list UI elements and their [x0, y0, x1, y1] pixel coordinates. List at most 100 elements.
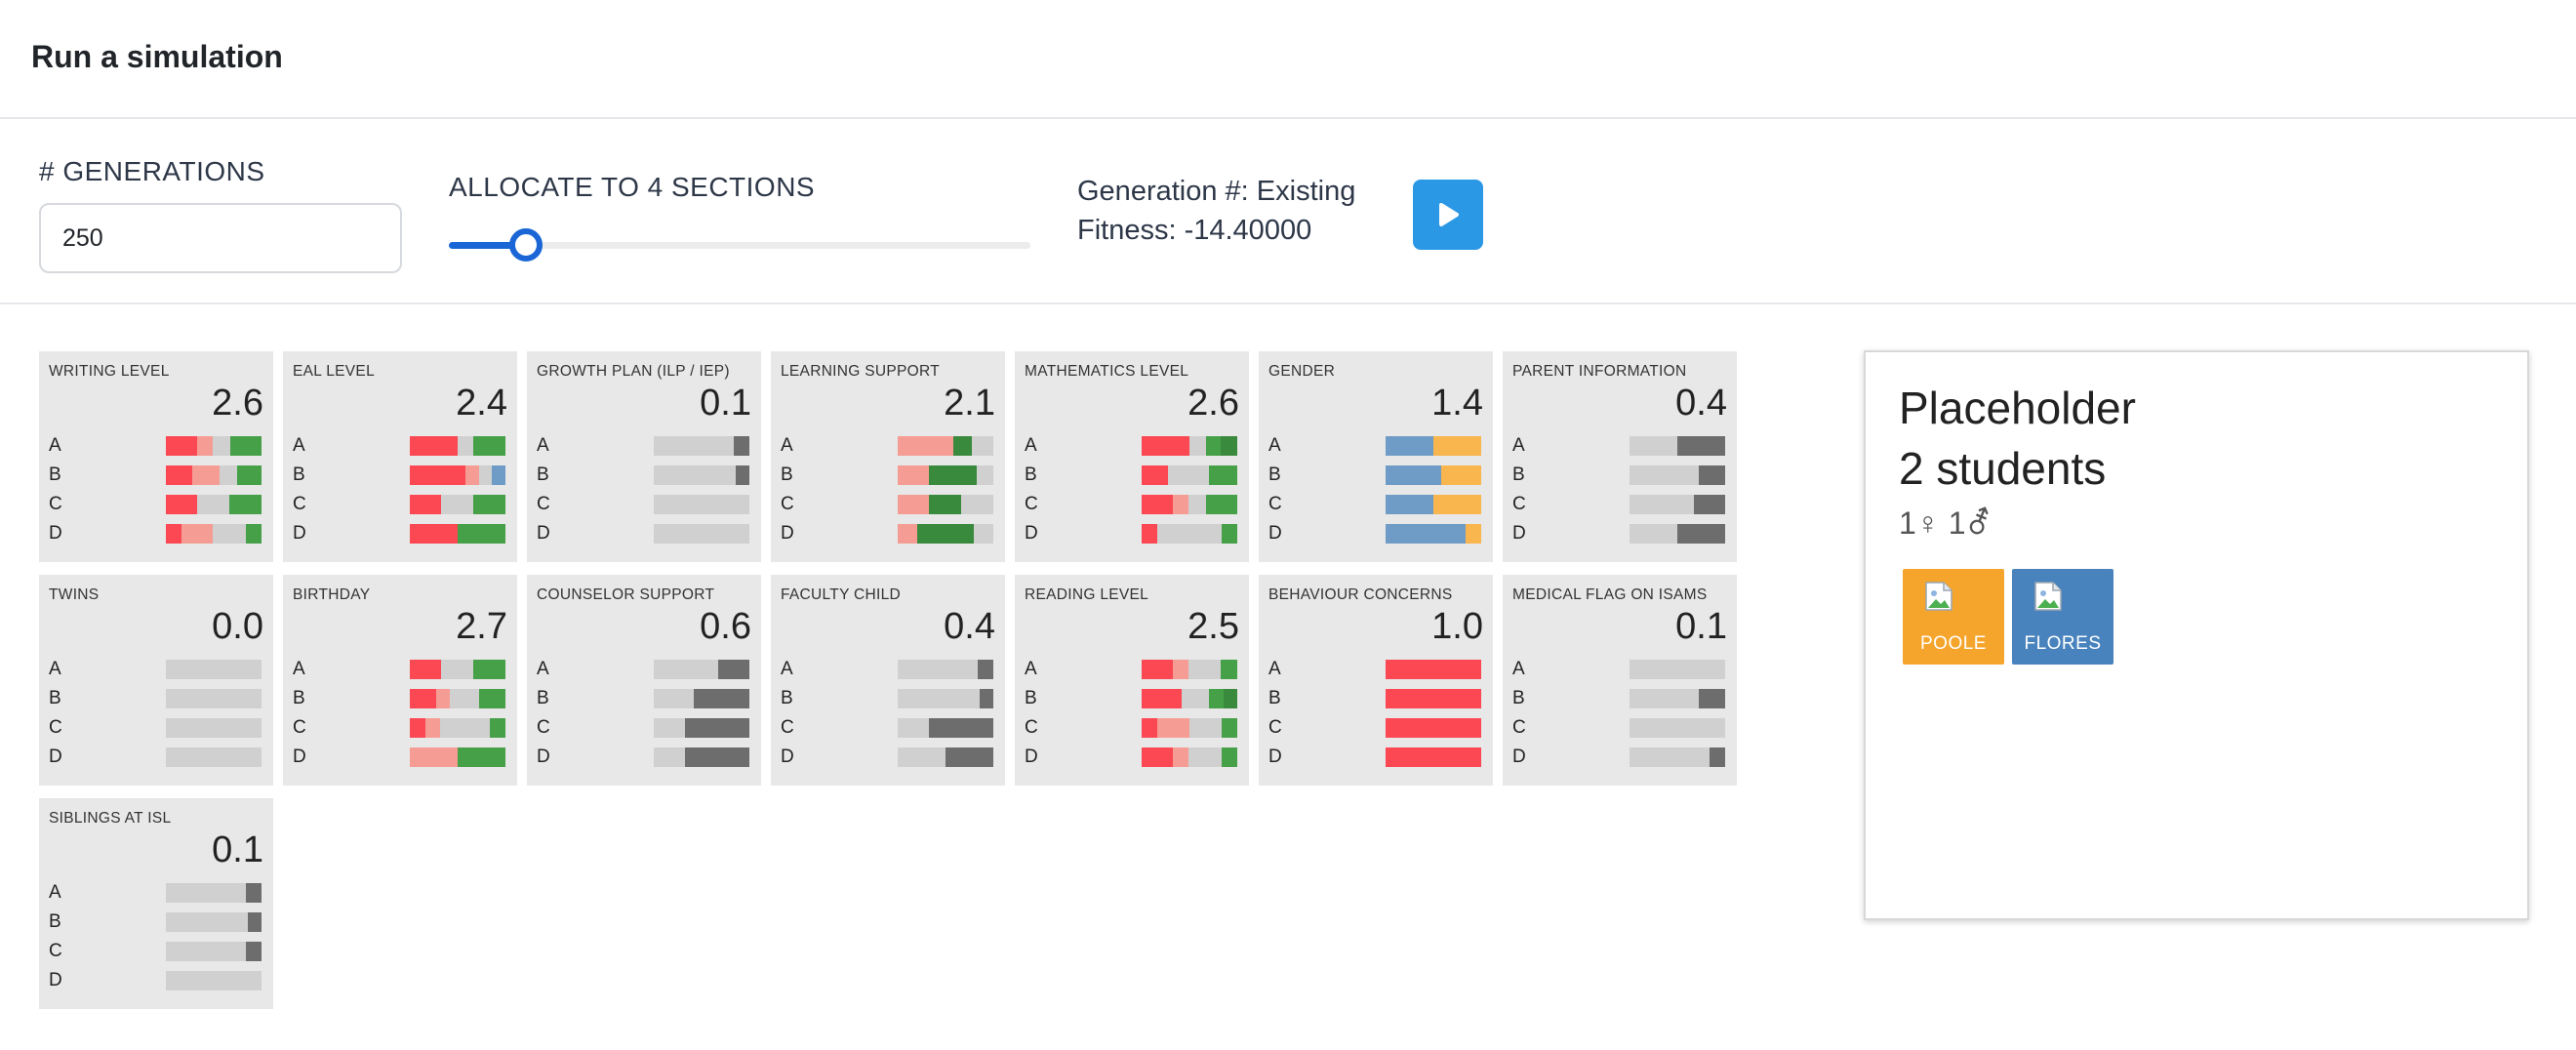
bar-segment — [410, 718, 425, 738]
card-score: 0.4 — [944, 606, 995, 647]
distribution-bar — [898, 689, 993, 708]
distribution-bar — [1142, 465, 1237, 485]
section-label: C — [1025, 494, 1038, 514]
bar-segment — [458, 524, 505, 544]
bar-segment — [654, 747, 686, 767]
card-score: 0.4 — [1675, 383, 1727, 424]
section-label: B — [293, 464, 305, 485]
section-row: B — [781, 684, 995, 713]
student-tile[interactable]: POOLE — [1903, 569, 2004, 665]
generations-input[interactable] — [39, 203, 402, 273]
section-row: A — [49, 655, 263, 684]
section-row: D — [537, 519, 751, 548]
section-row: D — [1025, 743, 1239, 772]
bar-segment — [1630, 718, 1725, 738]
bar-segment — [166, 971, 262, 990]
run-simulation-button[interactable] — [1413, 180, 1483, 250]
distribution-bar — [410, 436, 505, 456]
distribution-bar — [654, 436, 749, 456]
section-label: B — [1268, 464, 1281, 485]
section-row: A — [293, 431, 507, 461]
metric-card: READING LEVEL 2.5 A B C D — [1015, 575, 1249, 786]
bar-segment — [654, 689, 695, 708]
distribution-bar — [166, 495, 262, 514]
bar-segment — [654, 436, 735, 456]
student-tile[interactable]: FLORES — [2012, 569, 2113, 665]
distribution-bar — [1386, 718, 1481, 738]
bar-segment — [246, 524, 262, 544]
card-title: BIRTHDAY — [293, 586, 371, 603]
section-label: B — [49, 464, 61, 485]
section-label: C — [1268, 494, 1282, 514]
distribution-bar — [166, 660, 262, 679]
distribution-bar — [654, 747, 749, 767]
distribution-bar — [166, 942, 262, 961]
bar-segment — [685, 718, 749, 738]
section-row: A — [537, 655, 751, 684]
section-label: D — [49, 970, 62, 990]
card-score: 0.0 — [212, 606, 263, 647]
section-label: D — [537, 523, 550, 544]
section-row: C — [1025, 713, 1239, 743]
bar-segment — [898, 495, 930, 514]
bar-segment — [1188, 747, 1223, 767]
bar-segment — [1630, 747, 1711, 767]
bar-segment — [946, 747, 993, 767]
generations-label: # GENERATIONS — [39, 156, 265, 186]
section-label: B — [1512, 464, 1525, 485]
section-row: D — [781, 519, 995, 548]
card-title: FACULTY CHILD — [781, 586, 902, 603]
bar-segment — [1208, 689, 1225, 708]
section-label: D — [1025, 747, 1038, 767]
card-title: LEARNING SUPPORT — [781, 363, 940, 380]
section-row: A — [49, 878, 263, 908]
section-row: D — [1268, 519, 1483, 548]
bar-segment — [685, 747, 749, 767]
section-label: B — [781, 688, 793, 708]
section-row: D — [1512, 743, 1727, 772]
status-generation: Generation #: Existing — [1077, 176, 1356, 207]
distribution-bar — [1142, 436, 1237, 456]
distribution-bar — [1630, 495, 1725, 514]
bar-segment — [1433, 495, 1481, 514]
card-title: WRITING LEVEL — [49, 363, 170, 380]
bar-segment — [980, 689, 993, 708]
section-row: B — [1268, 684, 1483, 713]
bar-segment — [1173, 660, 1188, 679]
bar-segment — [458, 747, 505, 767]
bar-segment — [1188, 495, 1206, 514]
distribution-bar — [1630, 660, 1725, 679]
distribution-bar — [166, 747, 262, 767]
section-label: A — [49, 435, 61, 456]
section-label: C — [49, 717, 62, 738]
bar-segment — [654, 524, 749, 544]
bar-segment — [441, 660, 473, 679]
section-label: B — [781, 464, 793, 485]
bar-segment — [410, 660, 442, 679]
section-label: D — [781, 523, 794, 544]
section-row: D — [49, 966, 263, 995]
distribution-bar — [410, 660, 505, 679]
sections-slider[interactable] — [449, 228, 1030, 262]
distribution-bar — [1386, 524, 1481, 544]
section-row: B — [49, 684, 263, 713]
bar-segment — [248, 912, 262, 932]
section-row: C — [1268, 490, 1483, 519]
bar-segment — [213, 524, 247, 544]
bar-segment — [166, 465, 193, 485]
section-row: D — [49, 519, 263, 548]
section-row: B — [49, 461, 263, 490]
section-label: B — [49, 688, 61, 708]
distribution-bar — [654, 660, 749, 679]
section-row: C — [781, 490, 995, 519]
section-row: A — [781, 655, 995, 684]
card-title: BEHAVIOUR CONCERNS — [1268, 586, 1453, 603]
slider-handle[interactable] — [509, 228, 543, 262]
bar-segment — [441, 495, 473, 514]
section-row: D — [1268, 743, 1483, 772]
card-score: 0.6 — [700, 606, 751, 647]
bar-segment — [1630, 524, 1677, 544]
section-label: A — [49, 882, 61, 903]
panel-title: Placeholder — [1899, 383, 2136, 433]
bar-segment — [1440, 465, 1481, 485]
